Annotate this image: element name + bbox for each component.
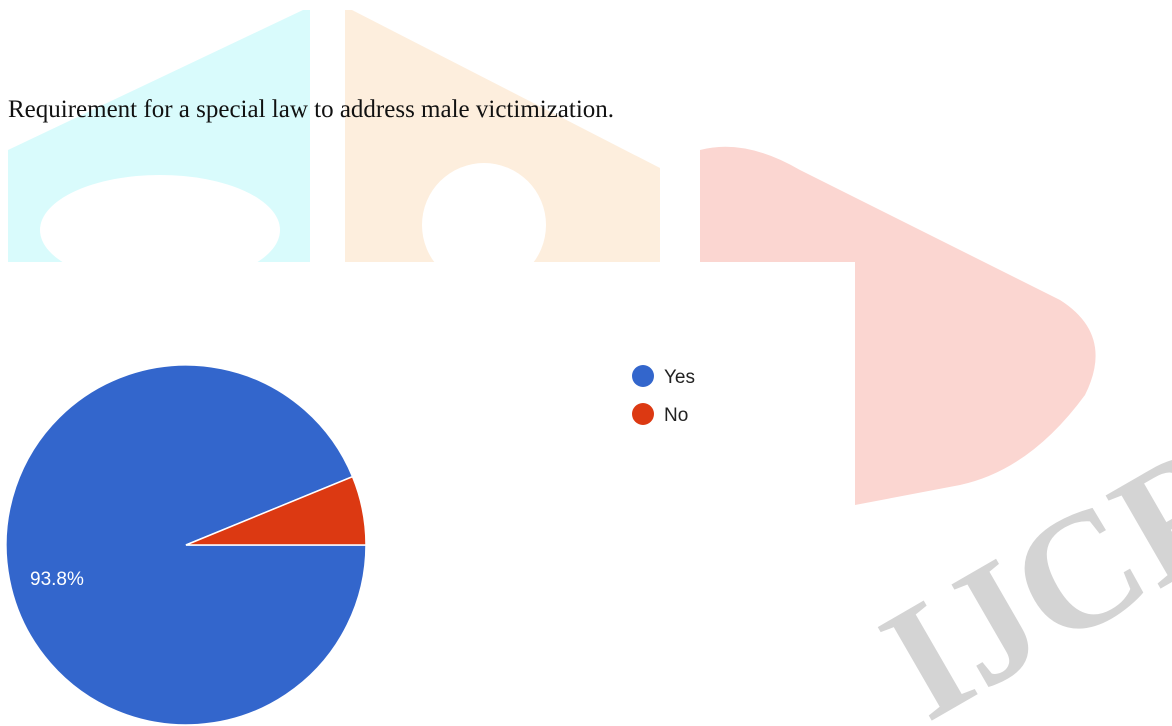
pie-data-labels: 93.8% — [30, 569, 84, 590]
pie-slice-no — [185, 475, 367, 546]
legend-item-no: No — [632, 403, 688, 426]
pie-slices — [5, 364, 367, 726]
legend-swatch-no — [632, 403, 654, 425]
legend-swatch-yes — [632, 365, 654, 387]
watermark-inner-icons — [40, 163, 546, 287]
pie-chart: 93.8% Yes No — [5, 364, 695, 726]
pie-data-label-yes: 93.8% — [30, 569, 84, 590]
legend-label-yes: Yes — [664, 367, 695, 388]
watermark-orange-panel — [345, 10, 660, 262]
legend-label-no: No — [664, 405, 688, 426]
watermark-red-play-shape — [700, 146, 1096, 505]
chart-legend: Yes No — [632, 365, 695, 426]
legend-item-yes: Yes — [632, 365, 695, 388]
chart-panel: 93.8% Yes No — [0, 264, 854, 726]
figure-caption: Requirement for a special law to address… — [8, 96, 615, 123]
